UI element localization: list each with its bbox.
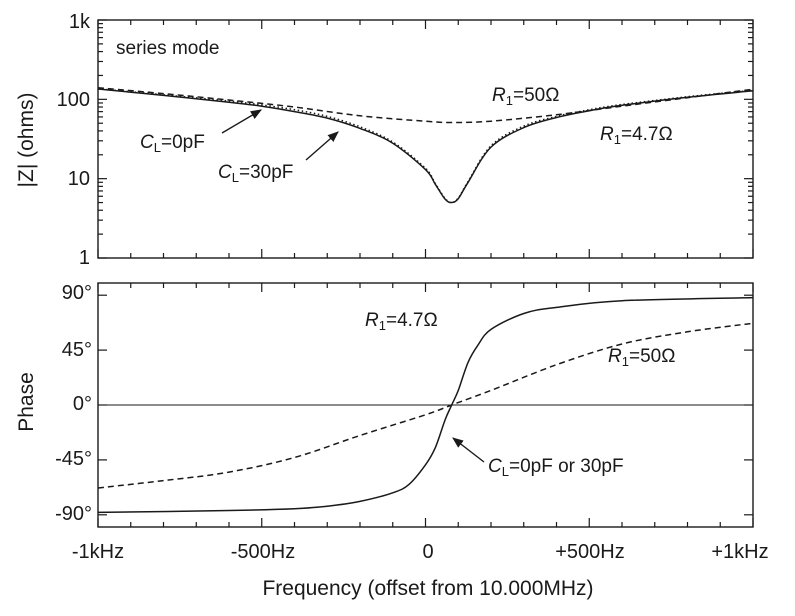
- anno-top-r1-50-sub: 1: [506, 93, 513, 108]
- anno-top-cl-30: CL=30pF: [218, 162, 293, 185]
- bot-y-tick-label-90: 90°: [62, 282, 92, 304]
- top-y-axis-title: |Z| (ohms): [15, 93, 38, 188]
- anno-top-r1-47-rest: =4.7Ω: [621, 124, 673, 145]
- anno-bot-r1-50-sub: 1: [622, 354, 629, 369]
- anno-top-r1-50-rest: =50Ω: [513, 85, 559, 106]
- bot-y-tick-label-0: 0°: [73, 393, 92, 415]
- top-series-2-line: [97, 87, 754, 204]
- top-y-tick-label-100: 100: [57, 89, 90, 111]
- bot-series-1-line: [97, 322, 754, 489]
- anno-top-r1-50: R1=50Ω: [492, 85, 559, 108]
- anno-bot-r1-50-base: R: [608, 346, 622, 367]
- top-series-1-line: [97, 88, 754, 204]
- top-y-tick-label-1: 1: [79, 247, 90, 269]
- x-tick-label-2: 0: [422, 541, 433, 563]
- arrow-cl-0: [221, 109, 262, 134]
- bot-y-tick-label-45: 45°: [62, 339, 92, 361]
- anno-top-cl-0-sub: L: [154, 140, 161, 155]
- phase-panel: [97, 282, 754, 528]
- bot-y-axis-title: Phase: [15, 372, 38, 432]
- arrow-cl-30: [305, 131, 339, 161]
- anno-top-cl-0: CL=0pF: [140, 132, 205, 155]
- anno-bot-r1-50: R1=50Ω: [608, 346, 675, 369]
- anno-top-cl-30-sub: L: [232, 170, 239, 185]
- anno-bot-cl-sub: L: [502, 464, 509, 479]
- anno-bot-cl-base: C: [488, 456, 502, 477]
- top-series-0-line: [97, 86, 754, 124]
- anno-top-cl-30-base: C: [218, 162, 232, 183]
- x-tick-label-4: +1kHz: [711, 541, 768, 563]
- anno-bot-cl: CL=0pF or 30pF: [488, 456, 624, 479]
- anno-bot-r1-47-rest: =4.7Ω: [386, 310, 438, 331]
- anno-bot-r1-47: R1=4.7Ω: [365, 310, 438, 333]
- anno-top-r1-47-base: R: [600, 124, 614, 145]
- anno-top-r1-47-sub: 1: [614, 132, 621, 147]
- anno-top-cl-0-rest: =0pF: [161, 132, 205, 153]
- anno-bot-r1-50-rest: =50Ω: [629, 346, 675, 367]
- anno-bot-r1-47-base: R: [365, 310, 379, 331]
- series-mode-label: series mode: [116, 38, 220, 59]
- x-tick-label-0: -1kHz: [72, 541, 124, 563]
- anno-top-r1-47: R1=4.7Ω: [600, 124, 673, 147]
- x-tick-label-3: +500Hz: [555, 541, 625, 563]
- anno-top-cl-30-rest: =30pF: [239, 162, 293, 183]
- x-tick-label-1: -500Hz: [231, 541, 295, 563]
- magnitude-panel: [97, 19, 754, 259]
- anno-top-r1-50-base: R: [492, 85, 506, 106]
- bot-y-tick-label-m45: -45°: [55, 448, 92, 470]
- top-y-tick-label-1k: 1k: [69, 11, 91, 33]
- anno-top-cl-0-base: C: [140, 132, 154, 153]
- top-y-tick-label-10: 10: [68, 168, 90, 190]
- x-axis-title: Frequency (offset from 10.000MHz): [262, 577, 593, 600]
- bot-series-0-line: [97, 296, 754, 514]
- anno-bot-r1-47-sub: 1: [379, 318, 386, 333]
- arrow-phase-cl: [452, 437, 485, 463]
- anno-bot-cl-rest: =0pF or 30pF: [509, 456, 624, 477]
- bot-y-tick-label-m90: -90°: [55, 503, 92, 525]
